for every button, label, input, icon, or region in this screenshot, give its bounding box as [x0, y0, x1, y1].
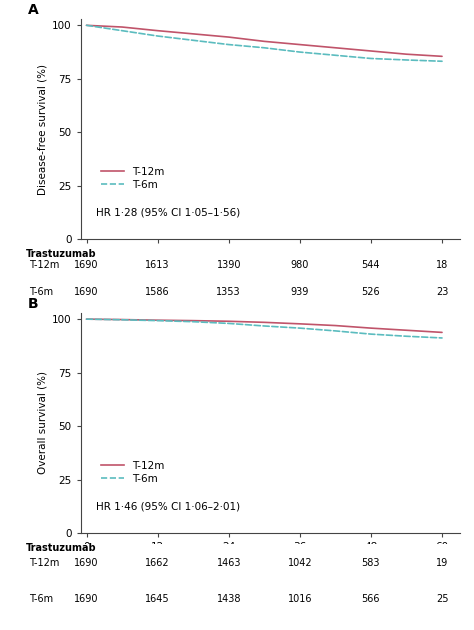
Text: T-6m: T-6m — [29, 594, 54, 604]
Text: Trastuzumab: Trastuzumab — [26, 543, 96, 553]
Text: 1690: 1690 — [74, 287, 99, 297]
Text: 1645: 1645 — [146, 594, 170, 604]
Text: 526: 526 — [362, 287, 380, 297]
Text: 939: 939 — [291, 287, 309, 297]
Text: 1662: 1662 — [146, 558, 170, 568]
Text: HR 1·28 (95% CI 1·05–1·56): HR 1·28 (95% CI 1·05–1·56) — [96, 207, 240, 217]
Legend: T-12m, T-6m: T-12m, T-6m — [101, 167, 164, 190]
Text: A: A — [27, 3, 38, 17]
Text: 1613: 1613 — [146, 260, 170, 270]
Text: T-12m: T-12m — [29, 558, 60, 568]
Text: T-12m: T-12m — [29, 260, 60, 270]
Y-axis label: Overall survival (%): Overall survival (%) — [38, 371, 48, 474]
Text: 1353: 1353 — [217, 287, 241, 297]
Text: 1016: 1016 — [288, 594, 312, 604]
Text: Trastuzumab: Trastuzumab — [26, 249, 96, 260]
Text: 19: 19 — [436, 558, 448, 568]
X-axis label: Months: Months — [251, 555, 289, 565]
Legend: T-12m, T-6m: T-12m, T-6m — [101, 461, 164, 484]
Text: 544: 544 — [362, 260, 380, 270]
Text: 25: 25 — [436, 594, 448, 604]
Text: 583: 583 — [362, 558, 380, 568]
Y-axis label: Disease-free survival (%): Disease-free survival (%) — [38, 64, 48, 195]
Text: 980: 980 — [291, 260, 309, 270]
Text: HR 1·46 (95% CI 1·06–2·01): HR 1·46 (95% CI 1·06–2·01) — [96, 501, 240, 511]
Text: 23: 23 — [436, 287, 448, 297]
Text: 1390: 1390 — [217, 260, 241, 270]
Text: 1690: 1690 — [74, 558, 99, 568]
Text: 1690: 1690 — [74, 260, 99, 270]
Text: 1463: 1463 — [217, 558, 241, 568]
Text: 1586: 1586 — [146, 287, 170, 297]
Text: 566: 566 — [362, 594, 380, 604]
Text: 1438: 1438 — [217, 594, 241, 604]
Text: 18: 18 — [436, 260, 448, 270]
Text: 1042: 1042 — [288, 558, 312, 568]
Text: B: B — [27, 297, 38, 311]
Text: 1690: 1690 — [74, 594, 99, 604]
Text: T-6m: T-6m — [29, 287, 54, 297]
